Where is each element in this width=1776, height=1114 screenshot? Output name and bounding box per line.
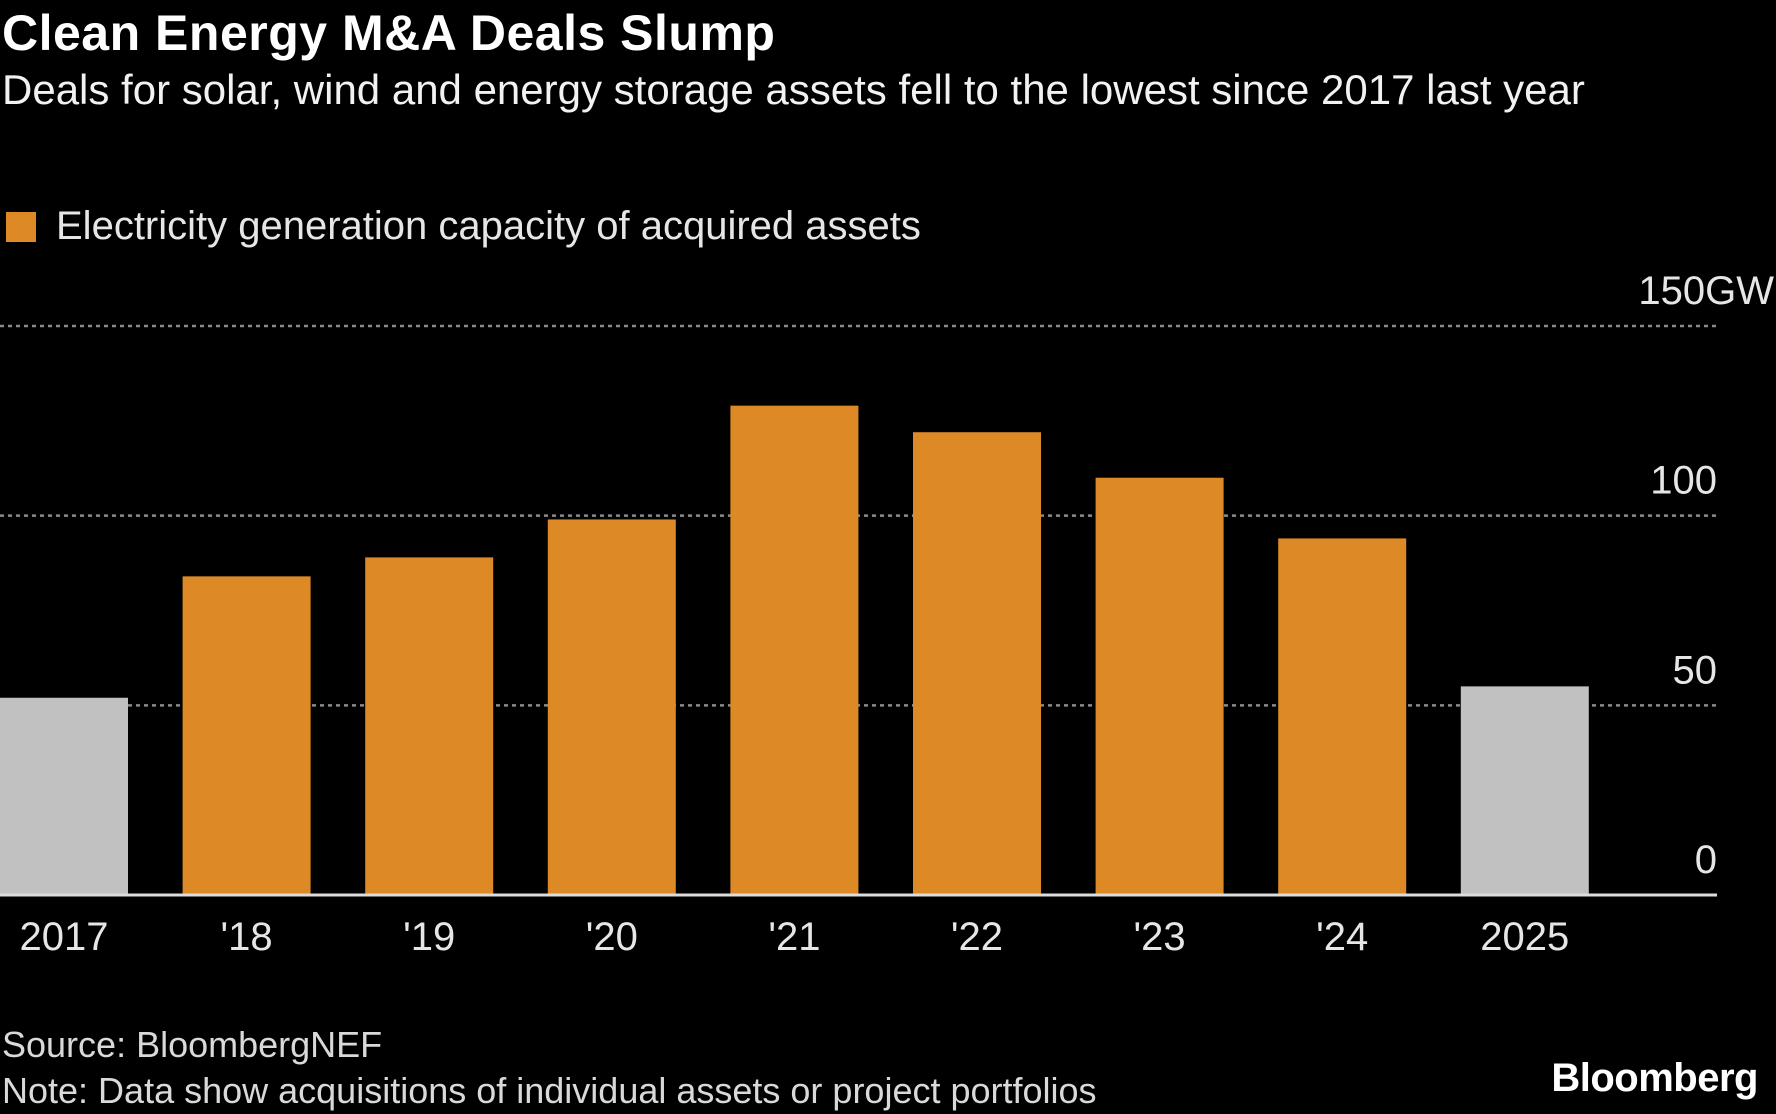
bar-2017 <box>0 697 128 895</box>
source-text: Source: BloombergNEF <box>2 1024 383 1065</box>
x-tick-label: '22 <box>951 915 1003 959</box>
source-note: Source: BloombergNEF Note: Data show acq… <box>2 1022 1097 1114</box>
bar-2025 <box>1460 686 1589 895</box>
x-tick-label: 2017 <box>20 915 109 959</box>
bloomberg-logo: Bloomberg <box>1551 1056 1758 1100</box>
bar-24 <box>1278 538 1407 895</box>
bar-18 <box>182 576 311 895</box>
y-tick-label: 0 <box>1695 838 1717 882</box>
bar-19 <box>365 557 494 895</box>
bar-21 <box>730 405 859 895</box>
note-text: Note: Data show acquisitions of individu… <box>2 1070 1097 1111</box>
legend-label: Electricity generation capacity of acqui… <box>56 204 921 248</box>
x-tick-label: '18 <box>221 915 273 959</box>
x-tick-label: 2025 <box>1480 915 1569 959</box>
x-tick-label: '21 <box>768 915 820 959</box>
y-tick-label: 50 <box>1673 648 1718 692</box>
x-tick-label: '19 <box>403 915 455 959</box>
x-tick-label: '23 <box>1134 915 1186 959</box>
chart-subtitle: Deals for solar, wind and energy storage… <box>2 66 1585 113</box>
chart-title: Clean Energy M&A Deals Slump <box>2 5 776 61</box>
legend: Electricity generation capacity of acqui… <box>6 204 921 249</box>
x-tick-label: '20 <box>586 915 638 959</box>
y-tick-label: 150GW <box>1638 269 1774 313</box>
y-tick-label: 100 <box>1650 459 1717 503</box>
bar-23 <box>1095 477 1224 895</box>
x-tick-label: '24 <box>1316 915 1368 959</box>
bar-20 <box>547 519 676 895</box>
legend-swatch <box>6 211 36 242</box>
bar-22 <box>913 432 1041 895</box>
